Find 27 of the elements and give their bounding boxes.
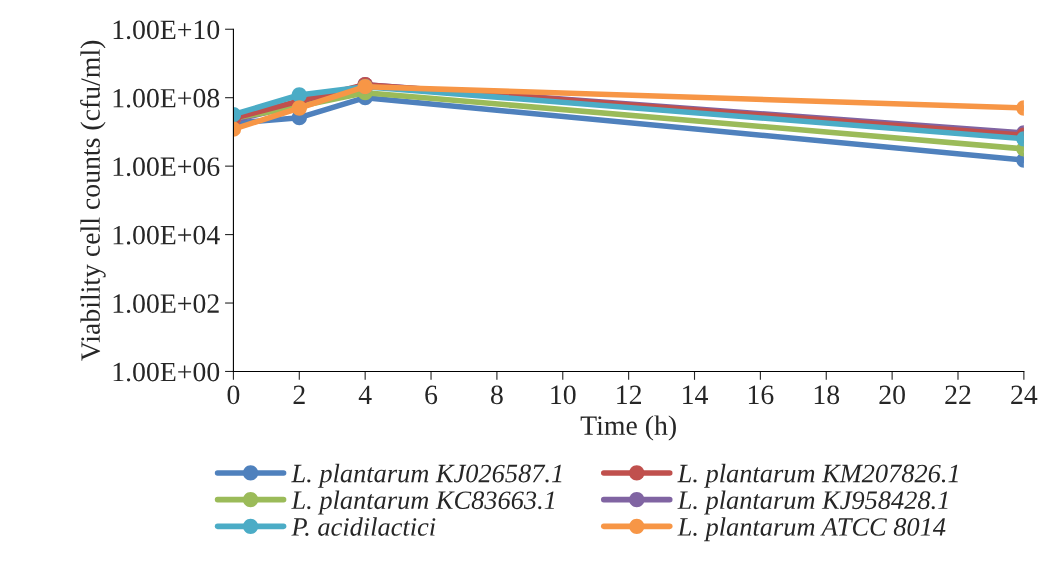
legend-label: L. plantarum KM207826.1 [677, 463, 958, 488]
y-tick-label: 1.00E+08 [113, 88, 220, 108]
x-tick-label: 6 [425, 385, 438, 405]
y-tick-label: 1.00E+04 [113, 225, 220, 245]
x-tick-label: 10 [551, 385, 576, 405]
legend-label: L. plantarum KC83663.1 [291, 490, 555, 515]
legend-label: L. plantarum KJ026587.1 [291, 463, 562, 488]
y-tick-label: 1.00E+06 [113, 157, 220, 177]
x-tick-label: 4 [358, 385, 372, 404]
x-tick-label: 8 [491, 385, 503, 405]
y-tick-label: 1.00E+00 [113, 362, 220, 382]
x-axis-title: Time (h) [580, 415, 676, 441]
y-tick-label: 1.00E+02 [113, 294, 219, 314]
x-tick-label: 18 [814, 385, 840, 405]
x-tick-label: 20 [879, 385, 905, 405]
x-tick-label: 14 [683, 385, 708, 404]
y-tick-label: 1.00E+10 [113, 20, 220, 40]
x-tick-label: 24 [1011, 385, 1038, 404]
x-tick-label: 22 [945, 385, 971, 404]
x-tick-label: 2 [293, 385, 305, 404]
x-tick-label: 0 [227, 385, 240, 405]
y-axis-title: Viability cell counts (cfu/ml) [80, 40, 106, 361]
legend-label: L. plantarum ATCC 8014 [677, 517, 946, 542]
x-tick-label: 16 [748, 385, 774, 405]
x-tick-label: 12 [617, 385, 641, 404]
legend-label: L. plantarum KJ958428.1 [677, 490, 948, 515]
legend-label: P. acidilactici [291, 517, 436, 536]
